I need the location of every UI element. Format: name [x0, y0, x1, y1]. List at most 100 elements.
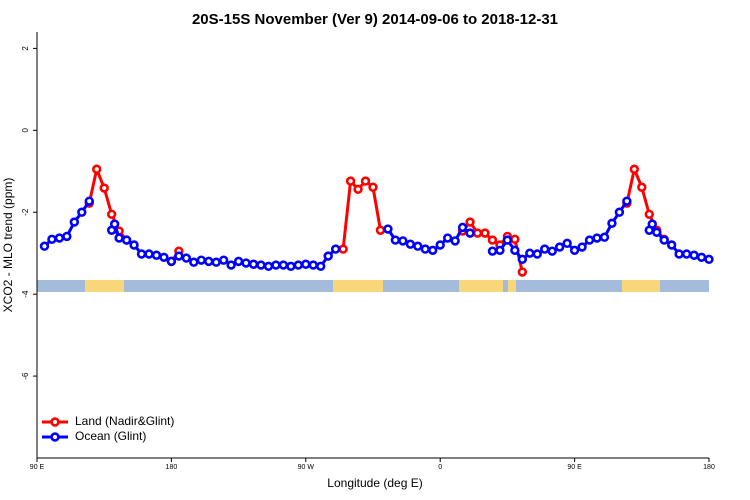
point	[592, 233, 602, 243]
point	[465, 228, 475, 238]
point	[525, 248, 535, 258]
point	[517, 254, 528, 265]
point	[450, 236, 460, 246]
point	[629, 164, 640, 174]
chart-title: 20S-15S November (Ver 9) 2014-09-06 to 2…	[192, 11, 558, 28]
y-tick-label: -4	[21, 290, 30, 298]
point	[457, 222, 468, 233]
point	[233, 256, 244, 267]
point	[69, 217, 80, 227]
point	[360, 176, 371, 186]
point	[114, 233, 124, 243]
point	[54, 233, 65, 243]
point	[510, 234, 520, 244]
point	[577, 242, 587, 252]
y-tick-label: 0	[21, 128, 30, 133]
point	[256, 260, 266, 270]
point	[607, 218, 617, 228]
point	[144, 249, 154, 259]
point	[106, 209, 117, 219]
y-tick-label: 2	[21, 46, 30, 51]
point	[211, 257, 221, 267]
legend-marker	[50, 432, 60, 442]
point	[413, 241, 423, 251]
point	[487, 235, 498, 245]
point	[375, 225, 386, 235]
point	[92, 164, 102, 174]
point	[99, 183, 109, 193]
point	[338, 244, 348, 254]
point	[569, 245, 580, 256]
y-tick-label: -2	[21, 208, 30, 216]
point	[151, 250, 162, 260]
point	[330, 244, 341, 254]
point	[39, 241, 50, 251]
point	[121, 235, 132, 245]
point	[129, 240, 139, 250]
point	[383, 224, 393, 234]
point	[659, 235, 669, 245]
point	[547, 246, 557, 256]
point	[159, 252, 169, 262]
x-tick-label: 90 E	[567, 464, 582, 471]
point	[644, 209, 654, 219]
point	[47, 234, 57, 244]
point	[353, 184, 363, 194]
point	[301, 259, 311, 269]
point	[696, 252, 707, 262]
point	[166, 256, 177, 267]
point	[472, 228, 483, 238]
point	[510, 245, 520, 256]
point	[398, 236, 408, 246]
point	[263, 261, 274, 271]
point	[689, 250, 699, 260]
point	[647, 219, 657, 229]
y-tick-label: -6	[21, 372, 30, 380]
point	[442, 233, 453, 243]
point	[652, 227, 662, 238]
point	[487, 246, 498, 256]
point	[428, 245, 438, 256]
point	[196, 255, 206, 265]
point	[480, 228, 490, 238]
point	[174, 251, 184, 261]
point	[495, 245, 505, 256]
point	[323, 251, 333, 261]
point	[77, 207, 87, 217]
point	[248, 259, 259, 269]
point	[405, 239, 416, 249]
point	[517, 267, 528, 277]
x-tick-label: 180	[703, 464, 715, 471]
point	[554, 242, 565, 252]
point	[540, 244, 550, 254]
point	[584, 235, 595, 245]
point	[345, 176, 356, 186]
point	[286, 261, 296, 271]
land-mask-strip	[37, 280, 709, 292]
point	[704, 254, 714, 265]
legend-label: Land (Nadir&Glint)	[75, 414, 174, 428]
point	[226, 260, 236, 270]
point	[204, 256, 214, 267]
point	[293, 260, 304, 270]
point	[562, 238, 572, 249]
point	[181, 253, 192, 263]
point	[271, 260, 281, 270]
point	[241, 258, 251, 268]
point	[316, 261, 326, 271]
point	[368, 182, 378, 192]
point	[532, 249, 542, 259]
point	[614, 207, 625, 217]
point	[136, 249, 147, 259]
point	[681, 249, 692, 259]
point	[622, 196, 632, 206]
x-tick-label: 90 W	[298, 464, 315, 471]
legend-label: Ocean (Glint)	[75, 429, 146, 443]
point	[189, 257, 199, 267]
point	[666, 240, 677, 250]
point	[637, 182, 647, 192]
point	[278, 260, 289, 270]
x-axis-label: Longitude (deg E)	[327, 476, 422, 490]
x-tick-label: 180	[166, 464, 178, 471]
point	[390, 235, 401, 245]
